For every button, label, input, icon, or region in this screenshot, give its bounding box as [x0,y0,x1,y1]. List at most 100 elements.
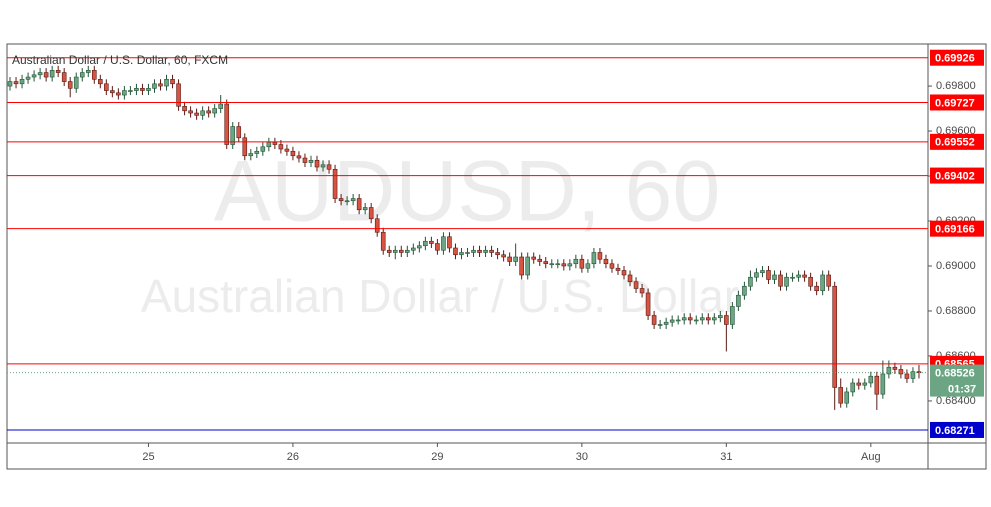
candle-body [555,263,561,266]
candle-body [838,387,844,404]
level-label: 0.69552 [935,137,975,149]
candle-body [874,375,880,395]
candle-body [730,306,735,325]
candle-body [465,252,470,254]
candle-body [880,373,886,395]
candle-body [621,270,627,276]
candle-body [802,274,807,278]
level-label-box [930,49,984,66]
candle-body [386,249,392,253]
candle-body [290,150,296,157]
watermark-name: Australian Dollar / U.S. Dollar [141,270,739,322]
level-label: 0.68271 [935,425,975,437]
candle-body [206,110,211,114]
candle-body [748,276,753,287]
candle-body [790,276,795,279]
candle-body [405,249,410,253]
candle-body [104,83,109,91]
candle-body [332,168,338,199]
candle-body [200,110,205,116]
level-label-box [930,220,984,237]
candle-body [152,83,157,89]
candle-body [98,79,103,85]
candle-body [567,263,573,267]
candle-body [459,252,464,256]
candle-body [236,126,242,139]
candle-body [766,270,771,280]
candle-body [134,88,139,91]
candle-body [537,258,543,262]
level-label: 0.69166 [935,224,975,236]
candle-body [754,272,759,278]
candle-body [681,317,687,321]
candle-body [212,108,217,114]
candle-body [850,382,856,393]
candle-body [368,207,374,220]
candle-body [862,382,868,386]
candle-body [573,258,579,265]
candle-body [712,317,717,321]
chart-title: Australian Dollar / U.S. Dollar, 60, FXC… [12,53,228,67]
candle-body [423,240,428,247]
level-label-box [930,421,984,438]
candle-body [495,252,500,256]
candle-body [49,70,55,78]
candle-body [218,103,223,109]
candle-body [579,258,585,269]
candle-body [188,110,193,114]
candle-body [687,317,693,321]
candle-body [272,141,278,145]
candle-body [170,79,175,85]
x-tick-label: 30 [576,451,588,463]
candle-body [645,292,651,316]
candle-body [61,72,67,82]
candle-body [832,285,837,388]
candle-body [146,88,151,91]
candle-body [140,88,145,91]
candle-body [308,159,314,163]
candle-body [380,231,386,251]
y-tick-label: 0.69000 [936,260,976,272]
candle-body [501,254,506,258]
candle-body [13,81,19,85]
candle-body [603,258,609,265]
y-tick-label: 0.68400 [936,395,976,407]
candle-body [254,150,260,154]
level-label-box [930,167,984,184]
candle-body [447,236,452,249]
candle-body [820,274,825,292]
candle-body [916,371,922,374]
candle-body [736,294,741,307]
candle-body [7,81,13,87]
candle-body [429,240,434,244]
level-label-box [930,133,984,150]
candle-body [585,263,591,269]
candle-body [128,90,133,92]
candle-body [699,317,705,321]
candle-body [392,249,398,253]
candle-body [411,247,416,251]
candle-body [471,249,476,253]
candle-body [772,274,777,280]
candle-body [182,106,187,112]
candle-body [73,76,79,89]
candle-body [67,81,73,89]
x-tick-label: 26 [287,451,299,463]
candle-body [43,72,49,78]
candle-body [639,288,645,294]
x-tick-label: 25 [142,451,154,463]
candle-body [561,263,567,267]
current-price-label: 0.68526 [935,368,975,380]
candle-body [230,126,236,145]
level-label: 0.69926 [935,53,975,65]
candle-body [441,236,446,251]
candle-body [513,256,518,262]
candle-body [116,92,121,96]
candle-body [898,369,904,375]
candle-body [742,285,747,296]
candle-body [591,252,597,265]
price-axis: 0.698000.696000.694000.692000.690000.688… [142,49,984,463]
candle-body [705,317,711,321]
candle-body [248,153,254,157]
